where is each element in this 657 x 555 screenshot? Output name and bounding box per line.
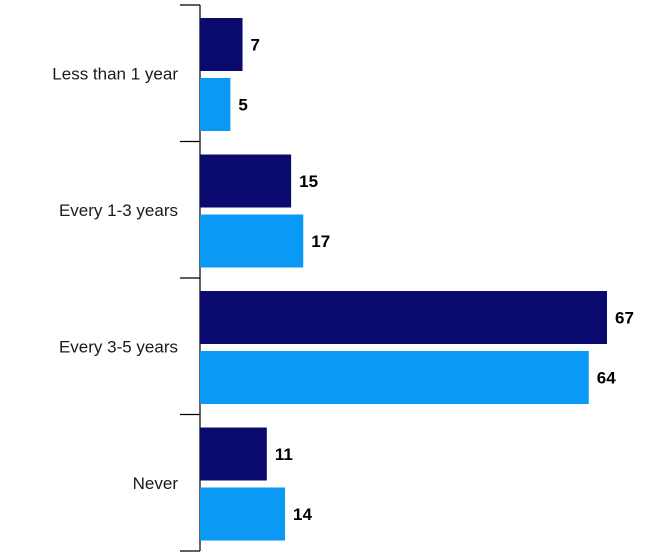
category-label: Never <box>133 474 179 493</box>
category-label: Every 1-3 years <box>59 201 178 220</box>
data-label: 14 <box>293 505 312 524</box>
data-label: 64 <box>597 369 616 388</box>
category-labels: Less than 1 year Every 1-3 years Every 3-5… <box>52 64 178 493</box>
category-label: Less than 1 year <box>52 64 178 83</box>
category-label: Every 3-5 years <box>59 337 178 356</box>
y-axis <box>180 4 201 552</box>
bar <box>200 18 243 71</box>
bar <box>200 291 607 344</box>
data-label: 15 <box>299 172 318 191</box>
data-label: 67 <box>615 309 634 328</box>
bars-group <box>200 18 607 541</box>
bar <box>200 487 286 541</box>
bar <box>200 78 231 131</box>
bar <box>200 427 267 481</box>
data-label: 17 <box>311 232 330 251</box>
bar <box>200 154 292 208</box>
data-label: 11 <box>275 445 293 464</box>
data-label: 7 <box>251 36 260 55</box>
bar <box>200 214 304 268</box>
value-labels: 7 5 15 17 67 64 11 14 <box>238 36 634 525</box>
bar <box>200 351 589 404</box>
data-label: 5 <box>238 96 247 115</box>
